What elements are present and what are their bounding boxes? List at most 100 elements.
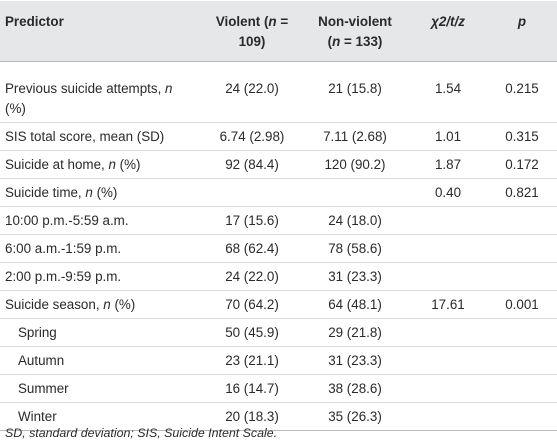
header-nonviolent: Non-violent (n = 133) bbox=[301, 1, 409, 62]
header-predictor: Predictor bbox=[0, 1, 203, 62]
row-label-suffix: (%) bbox=[110, 296, 136, 312]
header-stat-text: χ2/t/z bbox=[431, 14, 465, 29]
row-label: Previous suicide attempts, n (%) bbox=[0, 74, 203, 123]
cell-p bbox=[487, 318, 557, 347]
cell-violent bbox=[203, 178, 301, 207]
row-label-text: Previous suicide attempts, bbox=[5, 80, 166, 96]
row-label: Suicide at home, n (%) bbox=[0, 150, 203, 179]
cell-violent: 16 (14.7) bbox=[203, 374, 301, 403]
row-label: Spring bbox=[0, 318, 203, 347]
row-label-n: n bbox=[103, 296, 111, 312]
cell-p: 0.215 bbox=[487, 74, 557, 123]
row-label: Summer bbox=[0, 374, 203, 403]
cell-nonviolent: 21 (15.8) bbox=[301, 74, 409, 123]
cell-stat: 1.87 bbox=[409, 150, 487, 179]
cell-stat bbox=[409, 318, 487, 347]
cell-p bbox=[487, 234, 557, 263]
row-label-n: n bbox=[108, 156, 116, 172]
cell-violent: 20 (18.3) bbox=[203, 402, 301, 431]
table-footnote: SD, standard deviation; SIS, Suicide Int… bbox=[5, 426, 278, 440]
cell-violent: 24 (22.0) bbox=[203, 262, 301, 291]
cell-violent: 92 (84.4) bbox=[203, 150, 301, 179]
cell-p: 0.172 bbox=[487, 150, 557, 179]
row-label: 2:00 p.m.-9:59 p.m. bbox=[0, 262, 203, 291]
cell-p bbox=[487, 374, 557, 403]
cell-nonviolent: 31 (23.3) bbox=[301, 262, 409, 291]
cell-nonviolent bbox=[301, 178, 409, 207]
cell-nonviolent: 38 (28.6) bbox=[301, 374, 409, 403]
header-nonviolent-text: Non-violent bbox=[318, 14, 392, 29]
table-row: Summer 16 (14.7) 38 (28.6) bbox=[0, 374, 557, 403]
cell-nonviolent: 64 (48.1) bbox=[301, 290, 409, 319]
header-violent-n: n bbox=[268, 14, 277, 29]
row-label: Winter bbox=[0, 402, 203, 431]
table-row: Autumn 23 (21.1) 31 (23.3) bbox=[0, 346, 557, 375]
row-label-text: Suicide season, bbox=[5, 296, 104, 312]
table-header: Predictor Violent (n = 109) Non-violent (n… bbox=[0, 1, 557, 62]
cell-p bbox=[487, 262, 557, 291]
header-nonviolent-paren: ( bbox=[327, 34, 333, 49]
table-row: 2:00 p.m.-9:59 p.m. 24 (22.0) 31 (23.3) bbox=[0, 262, 557, 291]
cell-stat bbox=[409, 374, 487, 403]
row-label: 10:00 p.m.-5:59 a.m. bbox=[0, 206, 203, 235]
cell-stat bbox=[409, 346, 487, 375]
cell-violent: 6.74 (2.98) bbox=[203, 122, 301, 151]
header-violent: Violent (n = 109) bbox=[203, 1, 301, 62]
table-row: Suicide time, n (%) 0.40 0.821 bbox=[0, 178, 557, 207]
table-row: 10:00 p.m.-5:59 a.m. 17 (15.6) 24 (18.0) bbox=[0, 206, 557, 235]
cell-p: 0.315 bbox=[487, 122, 557, 151]
row-label: Suicide time, n (%) bbox=[0, 178, 203, 207]
row-label: Suicide season, n (%) bbox=[0, 290, 203, 319]
row-label: Autumn bbox=[0, 346, 203, 375]
results-table: Predictor Violent (n = 109) Non-violent (n… bbox=[0, 1, 557, 431]
table-row: Previous suicide attempts, n (%) 24 (22.0… bbox=[0, 74, 557, 123]
cell-stat: 17.61 bbox=[409, 290, 487, 319]
cell-nonviolent: 29 (21.8) bbox=[301, 318, 409, 347]
table-row: Winter 20 (18.3) 35 (26.3) bbox=[0, 402, 557, 431]
cell-stat bbox=[409, 262, 487, 291]
row-label-suffix: (%) bbox=[115, 156, 141, 172]
cell-violent: 50 (45.9) bbox=[203, 318, 301, 347]
header-p-text: p bbox=[517, 14, 527, 29]
cell-violent: 17 (15.6) bbox=[203, 206, 301, 235]
row-label-suffix: (%) bbox=[92, 184, 118, 200]
row-label: 6:00 a.m.-1:59 p.m. bbox=[0, 234, 203, 263]
row-label-text: SIS total score, mean (SD) bbox=[5, 128, 165, 144]
cell-nonviolent: 35 (26.3) bbox=[301, 402, 409, 431]
header-stat: χ2/t/z bbox=[409, 1, 487, 62]
cell-violent: 68 (62.4) bbox=[203, 234, 301, 263]
cell-stat: 0.40 bbox=[409, 178, 487, 207]
cell-stat bbox=[409, 402, 487, 431]
cell-nonviolent: 120 (90.2) bbox=[301, 150, 409, 179]
cell-p: 0.001 bbox=[487, 290, 557, 319]
row-label: SIS total score, mean (SD) bbox=[0, 122, 203, 151]
row-label-n: n bbox=[85, 184, 93, 200]
header-row: Predictor Violent (n = 109) Non-violent (n… bbox=[0, 1, 557, 62]
cell-nonviolent: 7.11 (2.68) bbox=[301, 122, 409, 151]
cell-stat: 1.01 bbox=[409, 122, 487, 151]
cell-p bbox=[487, 346, 557, 375]
cell-violent: 70 (64.2) bbox=[203, 290, 301, 319]
header-nonviolent-count: = 133) bbox=[340, 34, 383, 49]
table-row: Suicide at home, n (%) 92 (84.4) 120 (90… bbox=[0, 150, 557, 179]
header-nonviolent-n: n bbox=[332, 34, 341, 49]
header-violent-text: Violent ( bbox=[215, 14, 269, 29]
cell-violent: 24 (22.0) bbox=[203, 74, 301, 123]
header-violent-count: 109) bbox=[238, 34, 266, 49]
cell-p bbox=[487, 206, 557, 235]
table-row: 6:00 a.m.-1:59 p.m. 68 (62.4) 78 (58.6) bbox=[0, 234, 557, 263]
cell-stat: 1.54 bbox=[409, 74, 487, 123]
row-label-text: Suicide at home, bbox=[5, 156, 109, 172]
header-violent-eq: = bbox=[276, 14, 289, 29]
cell-p bbox=[487, 402, 557, 431]
row-label-line2: (%) bbox=[5, 100, 26, 116]
cell-nonviolent: 78 (58.6) bbox=[301, 234, 409, 263]
cell-stat bbox=[409, 234, 487, 263]
row-label-n: n bbox=[165, 80, 173, 96]
table-row: Suicide season, n (%) 70 (64.2) 64 (48.1… bbox=[0, 290, 557, 319]
spacer-cell bbox=[0, 61, 557, 75]
cell-nonviolent: 31 (23.3) bbox=[301, 346, 409, 375]
cell-violent: 23 (21.1) bbox=[203, 346, 301, 375]
row-label-text: Suicide time, bbox=[5, 184, 86, 200]
